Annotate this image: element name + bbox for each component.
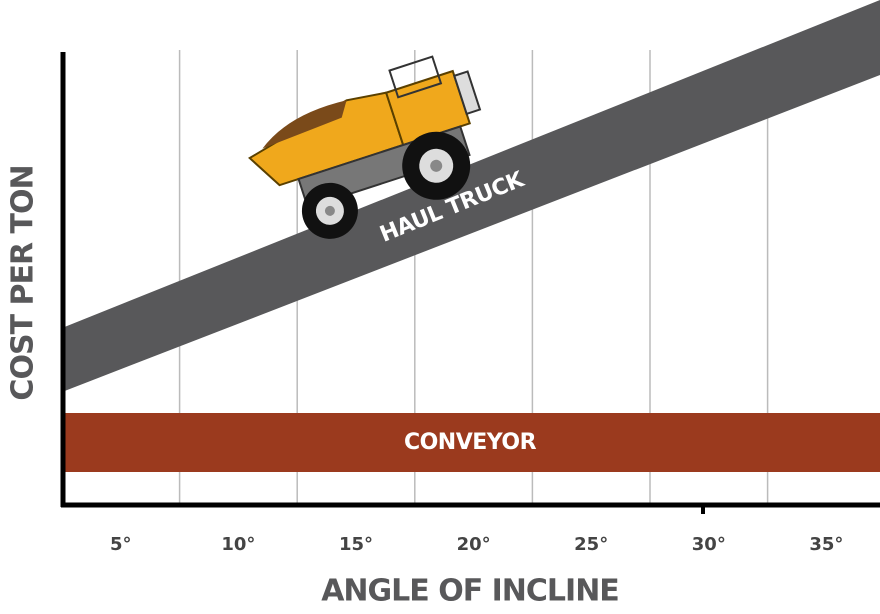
x-tick-label: 30° xyxy=(692,534,726,555)
truck-illustration xyxy=(248,55,482,239)
x-tick-label: 10° xyxy=(221,534,255,555)
x-tick-label: 5° xyxy=(110,534,132,555)
x-tick-label: 25° xyxy=(574,534,608,555)
x-tick-label: 35° xyxy=(809,534,843,555)
x-tick-label: 15° xyxy=(339,534,373,555)
conveyor-band xyxy=(62,413,880,472)
x-axis-title: ANGLE OF INCLINE xyxy=(321,574,619,609)
x-ticks: 5° 10° 15° 20° 25° 30° 35° xyxy=(110,534,843,555)
x-tick-label: 20° xyxy=(457,534,491,555)
haul-truck-band xyxy=(62,0,880,392)
y-axis-title: COST PER TON xyxy=(6,165,41,400)
band-label: CONVEYOR xyxy=(404,430,537,455)
